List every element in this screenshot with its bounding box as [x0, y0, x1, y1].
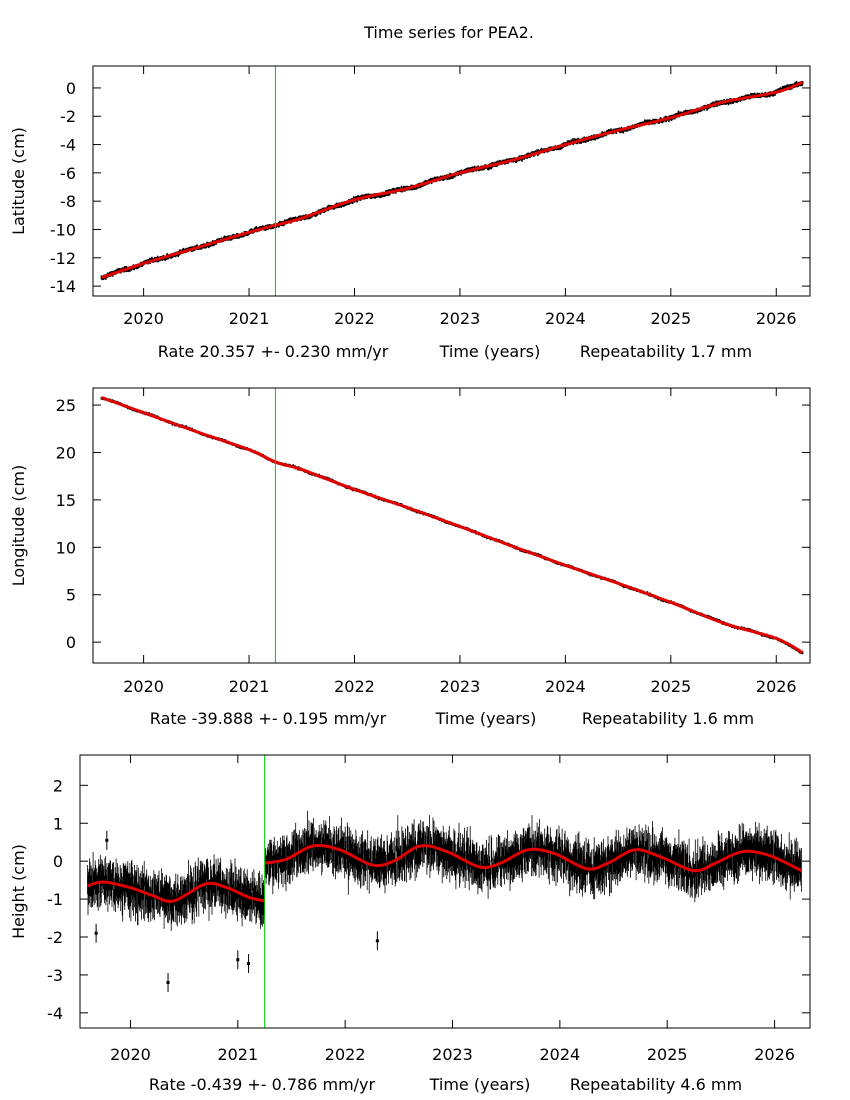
plot-frame: [92, 65, 811, 297]
y-tick-label: -8: [60, 192, 76, 211]
x-tick-label: 2025: [650, 677, 691, 696]
y-tick-label: 0: [66, 633, 76, 652]
fit-line: [100, 80, 804, 280]
y-axis-label: Longitude (cm): [9, 465, 28, 587]
y-tick-label: 2: [53, 776, 63, 795]
x-tick-label: 2023: [440, 309, 481, 328]
fit-latitude: [100, 80, 804, 280]
y-tick-label: -4: [60, 136, 76, 155]
y-axis-label: Latitude (cm): [9, 127, 28, 235]
fit-height: [87, 843, 803, 903]
y-tick-label: 0: [53, 852, 63, 871]
y-tick-label: -2: [47, 928, 63, 947]
x-tick-label: 2026: [756, 309, 797, 328]
x-axis-label: Time (years): [429, 1075, 531, 1094]
x-tick-label: 2021: [229, 677, 270, 696]
panel-height: 2020 2021 2022 2023 2024 2025 2026 2 1 0 -1 -2 -3 -4 H…: [9, 754, 811, 1094]
fit-longitude: [100, 396, 804, 654]
repeatability-label: Repeatability 4.6 mm: [570, 1075, 742, 1094]
x-tick-label: 2020: [110, 1045, 151, 1064]
plot-frame: [79, 754, 811, 1029]
x-tick-label: 2023: [432, 1045, 473, 1064]
observations-height: [87, 810, 802, 992]
y-tick-label: 15: [56, 491, 76, 510]
y-axis-label: Height (cm): [9, 844, 28, 939]
chart-title: Time series for PEA2.: [363, 23, 534, 42]
x-tick-label: 2026: [754, 1045, 795, 1064]
y-tick-label: -3: [47, 966, 63, 985]
outlier-point: [247, 962, 251, 966]
x-tick-label: 2020: [123, 309, 164, 328]
x-tick-label: 2024: [540, 1045, 581, 1064]
x-tick-label: 2025: [647, 1045, 688, 1064]
repeatability-label: Repeatability 1.6 mm: [582, 709, 754, 728]
x-tick-label: 2020: [123, 677, 164, 696]
outlier-point: [105, 838, 109, 842]
outlier-point: [166, 981, 170, 984]
y-tick-label: -10: [50, 220, 76, 239]
x-tick-label: 2025: [650, 309, 691, 328]
rate-label: Rate -0.439 +- 0.786 mm/yr: [149, 1075, 376, 1094]
y-tick-label: 5: [66, 586, 76, 605]
y-tick-label: 10: [56, 538, 76, 557]
outlier-point: [236, 958, 240, 962]
x-tick-label: 2022: [325, 1045, 366, 1064]
x-tick-label: 2021: [229, 309, 270, 328]
x-axis-label: Time (years): [435, 709, 537, 728]
x-tick-label: 2022: [334, 309, 375, 328]
y-tick-label: 0: [66, 79, 76, 98]
x-tick-label: 2023: [440, 677, 481, 696]
outlier-point: [94, 931, 98, 935]
plot-frame: [92, 387, 811, 664]
fit-line: [264, 843, 803, 873]
x-tick-label: 2024: [545, 677, 586, 696]
y-tick-label: 1: [53, 814, 63, 833]
y-tick-label: -12: [50, 249, 76, 268]
y-tick-label: -6: [60, 164, 76, 183]
repeatability-label: Repeatability 1.7 mm: [580, 342, 752, 361]
rate-label: Rate 20.357 +- 0.230 mm/yr: [158, 342, 389, 361]
y-tick-label: 20: [56, 443, 76, 462]
x-tick-label: 2021: [217, 1045, 258, 1064]
fit-line: [100, 396, 804, 654]
fit-line: [87, 880, 265, 903]
panel-longitude: 2020 2021 2022 2023 2024 2025 2026 25 20 15 10 5 0 Lo…: [9, 387, 811, 728]
x-tick-label: 2026: [756, 677, 797, 696]
x-axis-label: Time (years): [439, 342, 541, 361]
y-tick-label: -1: [47, 890, 63, 909]
rate-label: Rate -39.888 +- 0.195 mm/yr: [150, 709, 387, 728]
y-tick-label: -2: [60, 107, 76, 126]
y-tick-label: -4: [47, 1004, 63, 1023]
x-tick-label: 2024: [545, 309, 586, 328]
panel-latitude: 2020 2021 2022 2023 2024 2025 2026 0 -2 -4 -6 -8 -10…: [9, 65, 811, 361]
x-tick-label: 2022: [334, 677, 375, 696]
outlier-point: [375, 939, 379, 943]
y-tick-label: 25: [56, 396, 76, 415]
y-tick-label: -14: [50, 277, 76, 296]
